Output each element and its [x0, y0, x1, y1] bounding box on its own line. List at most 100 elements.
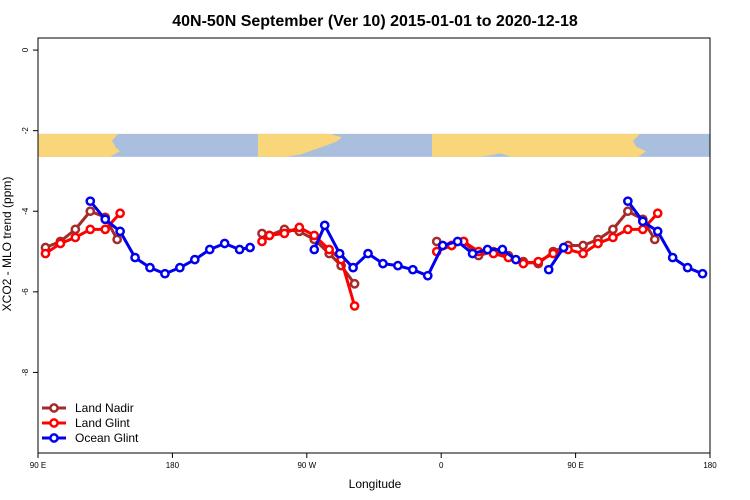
data-point-land-nadir	[649, 234, 660, 245]
data-point-ocean-glint	[511, 254, 521, 265]
data-point-land-nadir	[578, 240, 588, 251]
y-tick-label: -6	[21, 288, 30, 296]
legend-label: Land Glint	[75, 416, 130, 430]
data-point-ocean-glint	[697, 268, 708, 279]
data-point-land-glint	[652, 208, 663, 219]
data-point-ocean-glint	[667, 252, 678, 263]
legend-label: Ocean Glint	[75, 431, 139, 445]
data-point-land-glint	[115, 208, 125, 219]
data-point-ocean-glint	[85, 196, 96, 207]
data-point-land-glint	[85, 224, 96, 235]
land-eurasia	[432, 133, 646, 157]
data-point-land-glint	[518, 258, 529, 269]
data-point-ocean-glint	[363, 248, 373, 259]
data-point-land-nadir	[112, 234, 122, 245]
data-point-land-glint	[608, 232, 618, 243]
data-point-land-nadir	[623, 206, 633, 217]
data-point-land-glint	[257, 236, 267, 247]
x-tick-label: 180	[166, 461, 180, 470]
data-point-ocean-glint	[189, 254, 200, 265]
data-point-ocean-glint	[219, 238, 230, 249]
data-point-ocean-glint	[623, 196, 633, 207]
land-north-america	[258, 133, 342, 157]
data-point-ocean-glint	[309, 244, 320, 255]
data-point-land-glint	[294, 222, 305, 233]
x-axis: 90 E 180 90 W 0 90 E 180	[30, 453, 717, 470]
legend-item-ocean-glint: Ocean Glint	[42, 431, 139, 445]
data-point-land-nadir	[85, 206, 96, 217]
data-point-ocean-glint	[115, 226, 125, 237]
data-point-land-glint	[324, 244, 335, 255]
data-point-land-glint	[279, 228, 290, 239]
data-point-ocean-glint	[204, 244, 215, 255]
data-point-land-glint	[100, 224, 111, 235]
data-point-ocean-glint	[334, 248, 345, 259]
series-line-ocean-glint	[626, 200, 704, 276]
data-point-ocean-glint	[452, 236, 463, 247]
y-tick-label: -4	[21, 207, 30, 215]
data-point-ocean-glint	[407, 264, 418, 275]
data-point-ocean-glint	[637, 216, 648, 227]
legend-item-land-glint: Land Glint	[42, 416, 130, 430]
data-point-land-glint	[309, 230, 320, 241]
legend-label: Land Nadir	[75, 401, 134, 415]
chart-title: 40N-50N September (Ver 10) 2015-01-01 to…	[172, 13, 578, 30]
data-point-land-nadir	[257, 228, 267, 239]
data-point-land-nadir	[70, 224, 81, 235]
series-line-land-glint	[436, 212, 659, 266]
series-layer	[40, 196, 708, 311]
series-land-glint	[40, 208, 663, 311]
data-point-ocean-glint	[100, 214, 111, 225]
x-axis-label: Longitude	[349, 477, 402, 491]
data-point-land-glint	[623, 224, 633, 235]
land-asia-west	[38, 133, 120, 157]
y-tick-label: 0	[21, 47, 30, 52]
data-point-land-glint	[55, 238, 66, 249]
data-point-land-glint	[637, 224, 648, 235]
legend-item-land-nadir: Land Nadir	[42, 401, 134, 415]
legend-swatch-marker	[49, 418, 59, 428]
data-point-ocean-glint	[175, 262, 185, 273]
data-point-land-nadir	[349, 278, 360, 289]
y-axis: 0 -2 -4 -6 -8	[21, 47, 38, 376]
data-point-ocean-glint	[378, 258, 388, 269]
plot-frame	[37, 37, 711, 454]
data-point-ocean-glint	[145, 262, 155, 273]
data-point-land-glint	[264, 230, 275, 241]
data-point-ocean-glint	[130, 252, 140, 263]
data-point-ocean-glint	[422, 270, 433, 281]
series-ocean-glint	[85, 196, 708, 281]
x-tick-label: 90 W	[297, 461, 316, 470]
x-tick-label: 90 E	[30, 461, 46, 470]
data-point-land-glint	[548, 248, 559, 259]
data-point-ocean-glint	[543, 264, 554, 275]
x-tick-label: 90 E	[567, 461, 583, 470]
data-point-ocean-glint	[652, 226, 663, 237]
data-point-ocean-glint	[482, 244, 493, 255]
legend-swatch-marker	[49, 433, 59, 443]
data-point-ocean-glint	[393, 260, 403, 271]
world-map-strip	[38, 133, 710, 157]
y-axis-label: XCO2 - MLO trend (ppm)	[0, 177, 14, 312]
data-point-ocean-glint	[682, 262, 693, 273]
x-tick-label: 180	[703, 461, 717, 470]
data-point-ocean-glint	[558, 242, 569, 253]
data-point-land-glint	[70, 232, 81, 243]
land-island	[454, 133, 462, 140]
data-point-ocean-glint	[348, 262, 358, 273]
data-point-ocean-glint	[437, 240, 448, 251]
data-point-ocean-glint	[234, 244, 245, 255]
data-point-ocean-glint	[319, 220, 330, 231]
data-point-ocean-glint	[245, 242, 255, 253]
data-point-ocean-glint	[160, 268, 170, 279]
data-point-land-glint	[533, 256, 544, 267]
x-tick-label: 0	[439, 461, 444, 470]
y-tick-label: -2	[21, 127, 30, 135]
y-tick-label: -8	[21, 368, 30, 376]
data-point-land-glint	[578, 248, 588, 259]
data-point-land-glint	[593, 238, 603, 249]
data-point-land-nadir	[608, 224, 618, 235]
data-point-ocean-glint	[467, 248, 478, 259]
